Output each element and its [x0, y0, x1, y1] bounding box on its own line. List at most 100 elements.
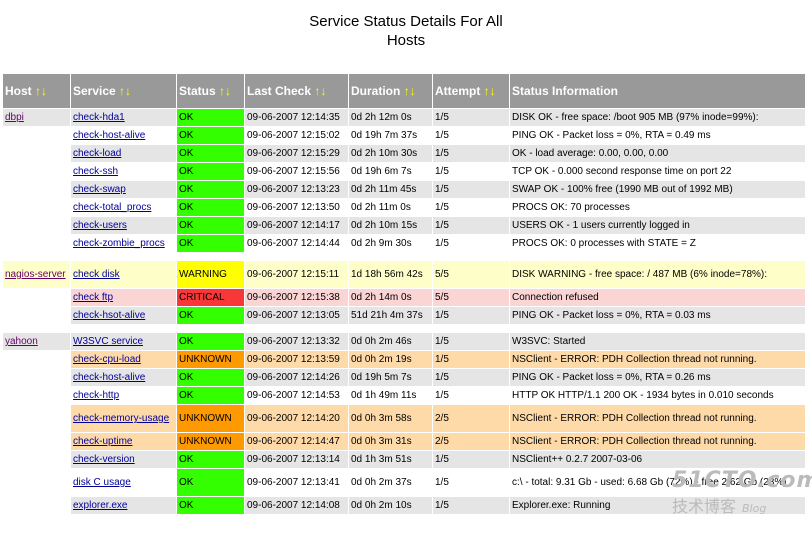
table-body: dbpi check-hda1 OK 09-06-2007 12:14:35 0d 2h…	[3, 109, 805, 514]
status-information-cell: DISK OK - free space: /boot 905 MB (97% …	[510, 109, 805, 126]
table-row: nagios-server check disk WARNING 09-06-2007…	[3, 261, 805, 288]
sort-arrows-icon[interactable]: ↑↓	[119, 84, 132, 98]
status-information-cell: PING OK - Packet loss = 0%, RTA = 0.03 m…	[510, 307, 805, 324]
sort-arrows-icon[interactable]: ↑↓	[483, 84, 496, 98]
attempt-cell: 1/5	[433, 333, 509, 350]
attempt-cell: 1/5	[433, 109, 509, 126]
last-check-cell: 09-06-2007 12:13:14	[245, 451, 348, 468]
service-cell-link[interactable]: check-ssh	[73, 166, 119, 177]
column-header-duration[interactable]: Duration ↑↓	[349, 74, 432, 108]
table-row: dbpi check-hda1 OK 09-06-2007 12:14:35 0d 2h…	[3, 109, 805, 126]
status-cell: OK	[177, 497, 244, 514]
duration-cell: 0d 2h 10m 30s	[349, 145, 432, 162]
service-cell: check-total_procs	[71, 199, 176, 216]
host-cell-link[interactable]: dbpi	[5, 112, 24, 123]
status-information-cell: NSClient++ 0.2.7 2007-03-06	[510, 451, 805, 468]
service-cell-link[interactable]: W3SVC service	[73, 336, 144, 347]
column-header-service[interactable]: Service ↑↓	[71, 74, 176, 108]
service-cell-link[interactable]: check-uptime	[73, 436, 133, 447]
host-group-separator	[3, 253, 805, 260]
service-cell: check-memory-usage	[71, 405, 176, 432]
service-cell: check-hda1	[71, 109, 176, 126]
service-cell: check-version	[71, 451, 176, 468]
status-information-cell: Connection refused	[510, 289, 805, 306]
service-cell-link[interactable]: check-hda1	[73, 112, 125, 123]
last-check-cell: 09-06-2007 12:15:29	[245, 145, 348, 162]
service-cell-link[interactable]: check-memory-usage	[73, 413, 170, 424]
duration-cell: 0d 19h 7m 37s	[349, 127, 432, 144]
duration-cell: 0d 19h 6m 7s	[349, 163, 432, 180]
last-check-cell: 09-06-2007 12:13:50	[245, 199, 348, 216]
status-information-cell: c:\ - total: 9.31 Gb - used: 6.68 Gb (72…	[510, 469, 805, 496]
separator-cell	[3, 253, 805, 260]
service-cell: disk C usage	[71, 469, 176, 496]
attempt-cell: 5/5	[433, 261, 509, 288]
host-cell	[3, 433, 70, 450]
sort-arrows-icon[interactable]: ↑↓	[219, 84, 232, 98]
sort-arrows-icon[interactable]: ↑↓	[35, 84, 48, 98]
status-cell: CRITICAL	[177, 289, 244, 306]
last-check-cell: 09-06-2007 12:14:26	[245, 369, 348, 386]
host-cell: dbpi	[3, 109, 70, 126]
status-cell: OK	[177, 217, 244, 234]
attempt-cell: 1/5	[433, 217, 509, 234]
sort-arrows-icon[interactable]: ↑↓	[314, 84, 327, 98]
page-title-line2: Hosts	[386, 32, 426, 49]
column-header-attempt[interactable]: Attempt ↑↓	[433, 74, 509, 108]
service-cell-link[interactable]: check-cpu-load	[73, 354, 141, 365]
column-header-last-check[interactable]: Last Check ↑↓	[245, 74, 348, 108]
table-row: check-load OK 09-06-2007 12:15:29 0d 2h 10m…	[3, 145, 805, 162]
duration-cell: 0d 2h 9m 30s	[349, 235, 432, 252]
service-cell-link[interactable]: check-total_procs	[73, 202, 152, 213]
service-cell-link[interactable]: check-host-alive	[73, 130, 146, 141]
table-row: disk C usage OK 09-06-2007 12:13:41 0d 0h 2…	[3, 469, 805, 496]
service-cell-link[interactable]: check-users	[73, 220, 127, 231]
service-cell-link[interactable]: check-swap	[73, 184, 126, 195]
attempt-cell: 1/5	[433, 369, 509, 386]
duration-cell: 1d 18h 56m 42s	[349, 261, 432, 288]
attempt-cell: 2/5	[433, 405, 509, 432]
service-cell: check disk	[71, 261, 176, 288]
service-cell-link[interactable]: check-host-alive	[73, 372, 146, 383]
column-header-status[interactable]: Status ↑↓	[177, 74, 244, 108]
host-cell-link[interactable]: yahoon	[5, 336, 38, 347]
service-cell: check-host-alive	[71, 127, 176, 144]
status-cell: OK	[177, 109, 244, 126]
service-cell-link[interactable]: check-version	[73, 454, 135, 465]
service-cell-link[interactable]: check-zombie_procs	[73, 238, 165, 249]
last-check-cell: 09-06-2007 12:15:02	[245, 127, 348, 144]
last-check-cell: 09-06-2007 12:13:05	[245, 307, 348, 324]
host-cell	[3, 199, 70, 216]
host-cell-link[interactable]: nagios-server	[5, 269, 66, 280]
table-row: check-http OK 09-06-2007 12:14:53 0d 1h 49m…	[3, 387, 805, 404]
status-cell: UNKNOWN	[177, 351, 244, 368]
attempt-cell: 1/5	[433, 469, 509, 496]
host-cell	[3, 451, 70, 468]
status-information-cell: TCP OK - 0.000 second response time on p…	[510, 163, 805, 180]
attempt-cell: 5/5	[433, 289, 509, 306]
service-cell-link[interactable]: check-load	[73, 148, 122, 159]
host-cell	[3, 181, 70, 198]
service-cell-link[interactable]: disk C usage	[73, 477, 131, 488]
service-cell-link[interactable]: check ftp	[73, 292, 114, 303]
table-row: check-cpu-load UNKNOWN 09-06-2007 12:13:59…	[3, 351, 805, 368]
attempt-cell: 1/5	[433, 163, 509, 180]
attempt-cell: 1/5	[433, 451, 509, 468]
watermark-logo: 51CTO.com 技术博客 Blog	[672, 468, 812, 523]
table-row: check-version OK 09-06-2007 12:13:14 0d 1h …	[3, 451, 805, 468]
sort-arrows-icon[interactable]: ↑↓	[403, 84, 416, 98]
attempt-cell: 1/5	[433, 235, 509, 252]
status-information-cell: SWAP OK - 100% free (1990 MB out of 1992…	[510, 181, 805, 198]
service-cell-link[interactable]: explorer.exe	[73, 500, 128, 511]
column-header-host[interactable]: Host ↑↓	[3, 74, 70, 108]
service-cell-link[interactable]: check-hsot-alive	[73, 310, 146, 321]
status-cell: OK	[177, 181, 244, 198]
service-cell-link[interactable]: check disk	[73, 269, 120, 280]
status-cell: OK	[177, 127, 244, 144]
status-cell: OK	[177, 163, 244, 180]
table-row: check-hsot-alive OK 09-06-2007 12:13:05 51d…	[3, 307, 805, 324]
service-cell-link[interactable]: check-http	[73, 390, 120, 401]
attempt-cell: 1/5	[433, 181, 509, 198]
table-row: explorer.exe OK 09-06-2007 12:14:08 0d 0h 2…	[3, 497, 805, 514]
service-cell: check-load	[71, 145, 176, 162]
